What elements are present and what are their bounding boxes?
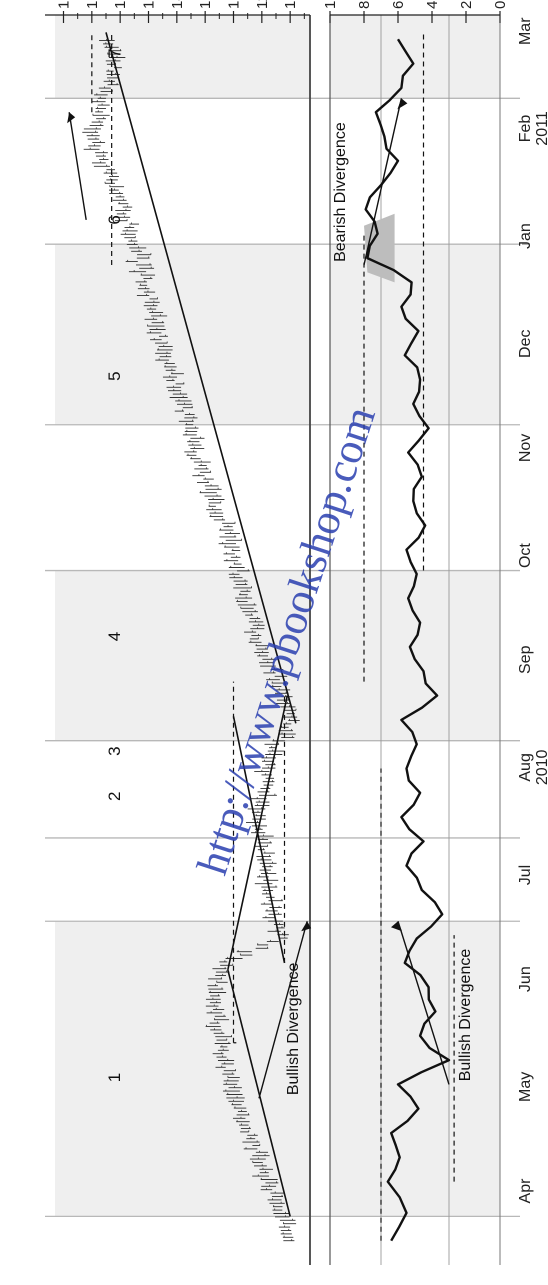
oscillator-tick-label: 100 [322,0,339,9]
price-tick-label: 17.00 [84,0,101,9]
month-tick-label: Sep [517,645,534,674]
price-trendline [232,716,286,964]
period-label: 7 [105,48,124,57]
month-tick-label: Nov [517,434,534,462]
period-band [330,570,500,741]
period-band [330,921,500,1217]
divergence-arrow [68,112,87,220]
oscillator-tick-label: 80 [356,0,373,9]
period-band [330,244,500,425]
price-tick-label: 16.00 [112,0,129,9]
oscillator-tick-label: 20 [458,0,475,9]
period-band [55,921,310,1217]
price-tick-label: 12.00 [226,0,243,9]
price-tick-label: 10.00 [282,0,299,9]
month-tick-label: Oct [517,543,534,568]
annotation-bearish-divergence: Bearish Divergence [332,122,349,262]
year-label: 2010 [534,749,548,785]
month-tick-label: Aug [517,753,534,781]
month-tick-label: Jul [517,865,534,885]
annotation-bullish-divergence-oscillator: Bullish Divergence [457,949,474,1082]
oscillator-divergence-arrow [363,98,403,266]
year-label: 2011 [534,111,548,146]
arrow-head [301,921,312,932]
month-tick-label: May [517,1072,534,1102]
month-tick-label: Dec [517,330,534,358]
price-tick-label: 13.00 [197,0,214,9]
annotation-bullish-divergence-price: Bullish Divergence [285,963,302,1096]
period-band [55,15,310,99]
period-band [55,244,310,425]
oscillator-line [364,38,451,1242]
oscillator-tick-label: 40 [424,0,441,9]
period-label: 2 [105,792,124,801]
period-label: 5 [105,371,124,380]
price-tick-label: 14.00 [169,0,186,9]
price-trendline [105,32,297,724]
divergence-arrow [258,921,308,1099]
arrow-head [67,112,76,124]
period-band [330,15,500,99]
month-tick-label: Feb [517,115,534,143]
price-tick-label: 11.00 [254,0,271,9]
price-trendline [227,969,291,1217]
oscillator-divergence-arrow [397,921,450,1085]
oscillator-tick-label: 60 [390,0,407,9]
period-label: 1 [105,1073,124,1082]
month-tick-label: Jan [517,223,534,249]
month-tick-label: Jun [517,966,534,992]
period-label: 3 [105,746,124,755]
month-tick-label: Mar [517,17,534,45]
price-tick-label: 15.00 [141,0,158,9]
period-label: 6 [105,215,124,224]
period-band [55,570,310,741]
price-tick-label: 18.00 [56,0,73,9]
month-tick-label: Apr [517,1178,534,1204]
arrow-head [391,921,402,932]
oscillator-tick-label: 0 [492,1,509,9]
period-label: 4 [105,632,124,641]
